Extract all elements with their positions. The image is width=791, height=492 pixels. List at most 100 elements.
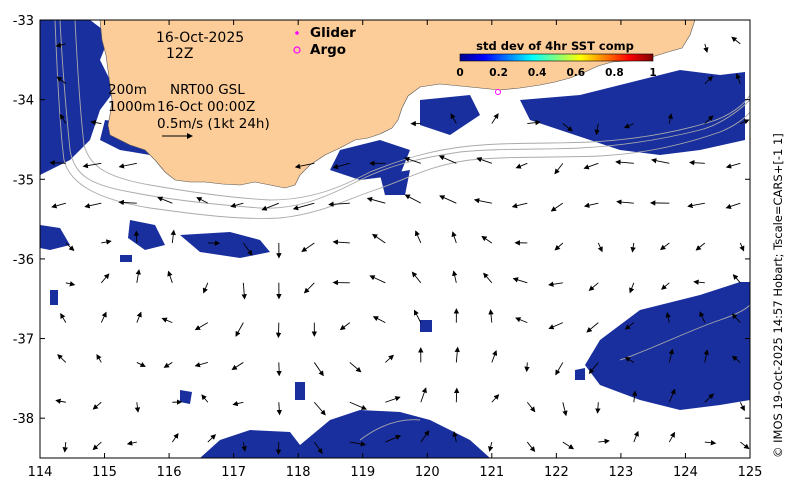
current-arrow	[404, 194, 422, 204]
current-arrow	[328, 201, 350, 207]
current-arrow	[704, 75, 714, 85]
colorbar-tick-label: 0.4	[528, 67, 547, 79]
scale-label: 0.5m/s (1kt 24h)	[157, 116, 270, 132]
current-arrow	[526, 401, 536, 413]
x-tick-label: 118	[286, 465, 311, 480]
glider-legend-marker	[295, 31, 299, 35]
current-arrow	[136, 362, 146, 367]
colorbar-tick-label: 0.2	[489, 67, 508, 79]
current-arrow	[554, 163, 564, 175]
current-arrow	[633, 430, 639, 443]
sst-patch-scatter-5	[180, 390, 192, 404]
current-arrow	[313, 362, 324, 377]
y-axis-ticks: -33 -34 -35 -36 -37 -38	[13, 14, 750, 427]
current-arrow	[65, 281, 76, 287]
current-arrow	[735, 73, 741, 84]
isobath-extra-3	[359, 419, 421, 441]
current-arrow	[660, 242, 670, 251]
current-arrow	[84, 202, 102, 209]
x-tick-label: 116	[157, 465, 182, 480]
current-arrow	[473, 198, 492, 204]
current-arrow	[695, 242, 706, 251]
x-tick-label: 125	[738, 465, 763, 480]
current-arrow	[403, 156, 421, 164]
argo-marker	[495, 89, 501, 95]
current-arrow	[420, 387, 427, 403]
current-arrow	[586, 322, 599, 333]
current-arrow	[55, 398, 66, 404]
argo-legend-marker	[293, 46, 301, 54]
current-arrow	[452, 270, 458, 283]
current-arrow	[594, 123, 600, 136]
current-arrow	[595, 402, 601, 414]
current-arrow	[731, 36, 741, 45]
current-arrow	[555, 362, 564, 376]
current-arrow	[118, 199, 137, 206]
glider-legend-label: Glider	[310, 25, 356, 41]
x-tick-label: 124	[673, 465, 698, 480]
current-arrow	[598, 438, 610, 445]
current-arrow	[100, 273, 110, 284]
sst-patch-east-coast	[520, 70, 745, 155]
current-arrow	[51, 202, 66, 209]
current-arrow	[194, 362, 208, 368]
current-arrow	[668, 388, 676, 403]
current-arrow	[511, 202, 528, 209]
current-arrow	[349, 441, 367, 447]
current-arrow	[703, 43, 709, 53]
current-arrow	[413, 309, 422, 323]
sst-patch-scatter-6	[295, 382, 305, 400]
isobath-contours	[54, 20, 750, 441]
current-arrow	[82, 162, 102, 169]
current-arrow	[452, 431, 458, 443]
current-arrow	[624, 322, 635, 330]
colorbar-ticks: 0 0.2 0.4 0.6 0.8 1	[456, 67, 656, 79]
current-arrow	[725, 162, 741, 169]
current-arrow	[562, 441, 575, 450]
colorbar-tick-label: 0.6	[566, 67, 585, 79]
current-arrow	[231, 362, 244, 370]
current-arrow	[483, 272, 493, 284]
current-arrow	[548, 322, 563, 330]
current-arrow	[55, 42, 66, 48]
current-arrow	[134, 402, 141, 413]
current-arrow	[667, 113, 673, 124]
current-arrow	[631, 390, 638, 403]
current-arrow	[56, 76, 67, 85]
x-tick-label: 115	[92, 465, 117, 480]
isobath-extra-1	[74, 20, 750, 201]
current-arrow	[57, 354, 67, 363]
current-arrow	[167, 270, 173, 283]
current-arrow	[202, 282, 209, 294]
current-arrow	[688, 160, 705, 166]
x-tick-label: 120	[415, 465, 440, 480]
sst-patch-west	[40, 20, 115, 175]
current-arrow	[615, 159, 634, 165]
y-tick-label: -37	[13, 333, 34, 348]
current-vectors	[49, 36, 750, 456]
current-arrow	[332, 239, 350, 245]
current-arrow	[583, 162, 599, 170]
sst-patch-southeast	[585, 282, 750, 410]
current-arrow	[339, 322, 351, 331]
current-arrow	[687, 202, 705, 209]
argo-legend-label: Argo	[310, 42, 347, 58]
current-arrow	[731, 313, 741, 323]
colorbar: std dev of 4hr SST comp 0 0.2 0.4 0.6 0.8 1	[456, 39, 656, 79]
sst-patch-south	[200, 410, 490, 458]
current-arrow	[369, 275, 386, 284]
x-tick-label: 117	[221, 465, 246, 480]
current-arrow	[704, 393, 714, 403]
current-arrow	[241, 282, 247, 300]
current-arrow	[668, 431, 675, 443]
current-arrow	[616, 199, 634, 205]
current-arrow	[491, 394, 500, 403]
isobath-extra-2	[619, 304, 750, 361]
current-arrow	[739, 242, 745, 252]
current-arrow	[661, 282, 670, 290]
current-product-label: NRT00 GSL	[170, 82, 245, 98]
current-arrow	[651, 158, 670, 164]
y-tick-label: -35	[13, 173, 34, 188]
current-arrow	[420, 430, 430, 443]
current-arrow	[515, 317, 528, 324]
